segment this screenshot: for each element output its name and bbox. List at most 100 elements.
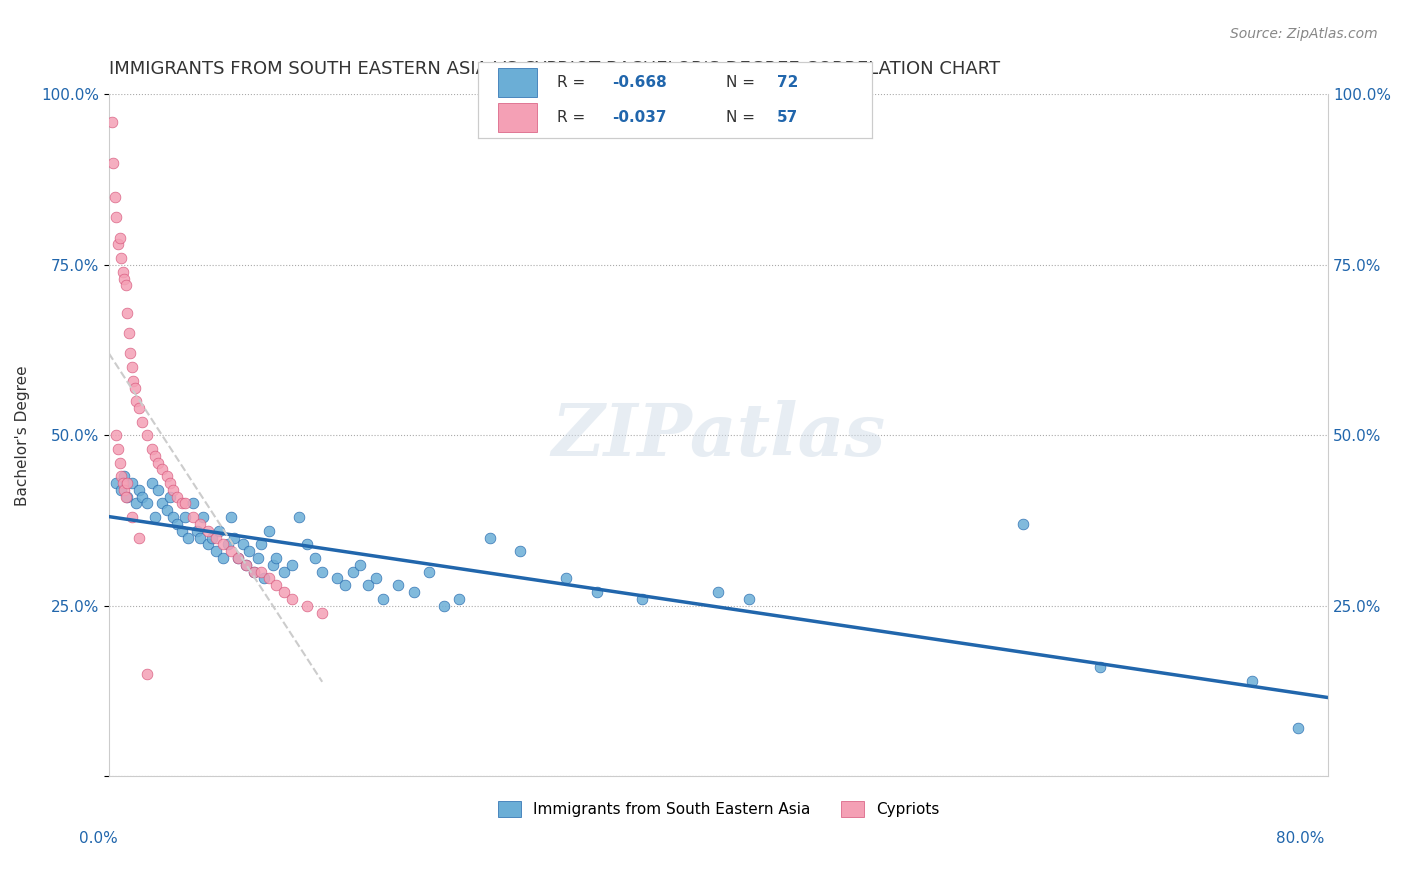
Point [128,531,150,545]
Point [188,531,211,545]
Text: -0.037: -0.037 [612,111,666,125]
Point [162,483,184,497]
Point [738,591,761,606]
Text: 57: 57 [778,111,799,125]
Point [114,490,136,504]
Point [478,531,501,545]
Point [131,415,153,429]
Point [112,271,135,285]
Point [150,462,173,476]
Point [273,585,295,599]
Point [110,483,132,497]
Point [311,565,333,579]
Point [108,230,131,244]
Point [111,265,134,279]
Point [280,558,302,572]
Point [112,469,135,483]
Text: ZIPatlas: ZIPatlas [551,400,886,471]
Text: R =: R = [557,76,591,90]
Point [156,469,179,483]
FancyBboxPatch shape [498,68,537,96]
Point [212,537,235,551]
Point [131,490,153,504]
Point [115,490,138,504]
Point [257,572,280,586]
Point [357,578,380,592]
Point [141,442,163,456]
Point [121,476,143,491]
Point [103,155,125,169]
Point [326,572,349,586]
Point [212,551,235,566]
Point [188,516,211,531]
Point [349,558,371,572]
Point [242,565,264,579]
Point [170,496,193,510]
Point [143,449,166,463]
Text: 0.0%: 0.0% [79,831,118,846]
Point [228,551,250,566]
Point [222,531,245,545]
Point [159,476,181,491]
Text: 72: 72 [778,76,799,90]
Point [295,537,318,551]
Text: Source: ZipAtlas.com: Source: ZipAtlas.com [1230,27,1378,41]
Point [181,496,204,510]
Point [707,585,730,599]
Point [342,565,364,579]
Point [146,483,169,497]
Point [105,210,128,224]
Point [238,544,260,558]
Point [121,360,143,375]
Point [115,305,138,319]
Point [156,503,179,517]
Point [266,578,288,592]
Legend: Immigrants from South Eastern Asia, Cypriots: Immigrants from South Eastern Asia, Cypr… [492,795,945,823]
Point [105,476,128,491]
Point [418,565,440,579]
Point [235,558,257,572]
Text: N =: N = [725,76,759,90]
Point [162,510,184,524]
Point [219,544,242,558]
Point [387,578,409,592]
Point [253,572,276,586]
Point [181,510,204,524]
Y-axis label: Bachelor's Degree: Bachelor's Degree [15,365,30,506]
Point [247,551,270,566]
Point [1088,660,1111,674]
Point [170,524,193,538]
Point [235,558,257,572]
Point [333,578,356,592]
Point [193,510,215,524]
Point [141,476,163,491]
Point [402,585,425,599]
Point [250,537,273,551]
Text: -0.668: -0.668 [612,76,666,90]
Point [143,510,166,524]
Point [304,551,326,566]
Point [250,565,273,579]
Point [174,496,197,510]
Point [217,537,239,551]
Point [219,510,242,524]
Point [266,551,288,566]
Point [107,237,129,252]
Point [197,537,219,551]
Text: N =: N = [725,111,759,125]
Point [197,524,219,538]
Point [273,565,295,579]
Point [1286,722,1309,736]
Point [631,591,654,606]
Point [1012,516,1035,531]
Point [288,510,311,524]
Point [166,516,188,531]
Point [146,456,169,470]
Point [280,591,302,606]
Point [509,544,531,558]
Point [1240,673,1263,688]
Point [433,599,456,613]
Text: IMMIGRANTS FROM SOUTH EASTERN ASIA VS CYPRIOT BACHELOR'S DEGREE CORRELATION CHAR: IMMIGRANTS FROM SOUTH EASTERN ASIA VS CY… [108,60,1000,78]
Point [449,591,471,606]
Point [110,251,132,265]
